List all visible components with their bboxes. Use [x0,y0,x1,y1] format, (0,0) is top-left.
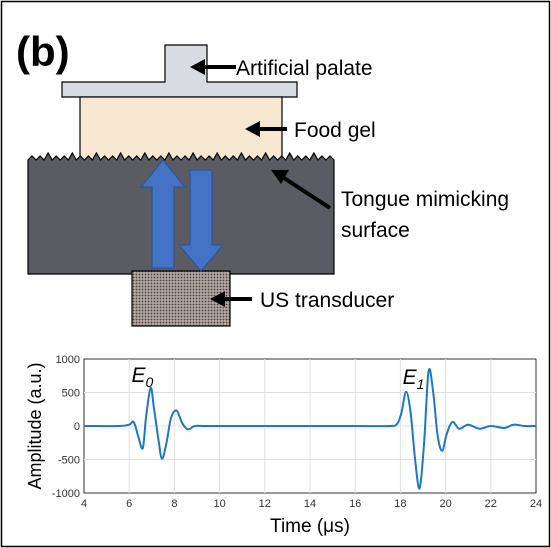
palate-pointer [190,59,236,75]
upward-wave-arrow [139,159,187,269]
amplitude-chart: -1000 -500 0 500 1000 4 6 8 10 12 14 16 18 20 22 24 E0… [25,354,542,537]
food-gel-pointer [245,121,287,137]
x-tick-label: 10 [213,498,225,510]
artificial-palate [61,44,298,98]
x-tick-label: 16 [349,498,361,510]
x-tick-label: 20 [439,498,451,510]
x-tick-label: 4 [81,498,87,510]
echo-annotations: E0 E1 [131,364,424,392]
panel-label: (b) [16,28,70,75]
tongue-pointer [271,170,332,210]
echo-label: E1 [403,366,425,392]
x-tick-label: 18 [394,498,406,510]
x-tick-labels: 4 6 8 10 12 14 16 18 20 22 24 [81,498,542,510]
y-axis-label: Amplitude (a.u.) [25,362,45,489]
x-tick-label: 6 [126,498,132,510]
tongue-label-line2: surface [341,219,410,242]
y-tick-label: 500 [62,388,80,400]
x-tick-label: 12 [259,498,271,510]
signal-line [83,368,537,490]
transducer-pointer [210,291,252,307]
y-tick-label: -1000 [52,488,80,500]
y-tick-label: 0 [74,421,80,433]
x-axis-label: Time (μs) [270,516,350,537]
food-gel-label: Food gel [294,119,376,142]
tongue-label-line1: Tongue mimicking [341,188,509,211]
schematic: Artificial palate Food gel Tongue mimick… [27,44,509,327]
tongue-mimicking-surface [27,151,335,275]
y-tick-label: -500 [58,455,80,467]
transducer-label: US transducer [260,289,394,312]
y-tick-label: 1000 [56,354,80,366]
x-tick-label: 24 [530,498,542,510]
x-tick-label: 14 [304,498,316,510]
y-tick-labels: -1000 -500 0 500 1000 [52,354,80,500]
x-tick-label: 22 [485,498,497,510]
x-tick-label: 8 [171,498,177,510]
echo-label: E0 [131,364,153,390]
palate-label: Artificial palate [236,57,373,80]
downward-wave-arrow [177,169,225,272]
